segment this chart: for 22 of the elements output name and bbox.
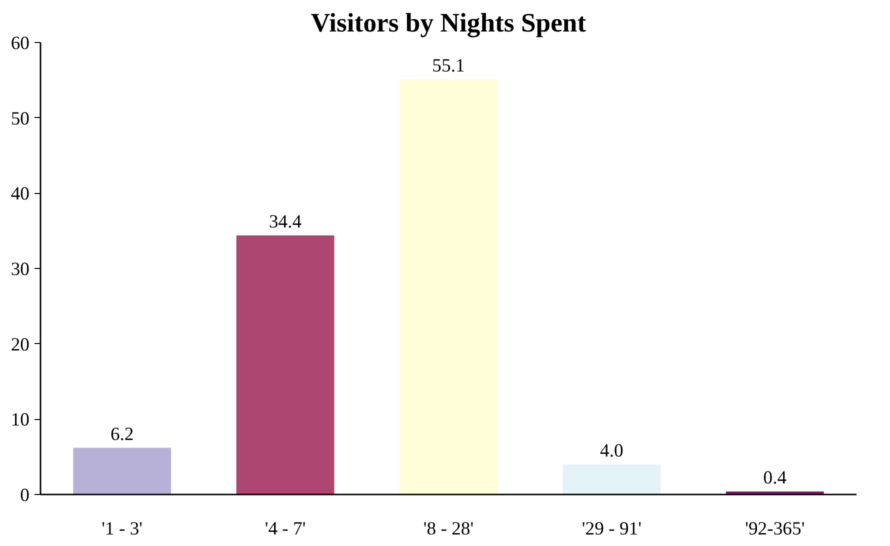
y-tick-label: 20 <box>10 334 30 356</box>
x-tick-label: '4 - 7' <box>264 518 306 540</box>
y-tick-label: 10 <box>10 410 30 431</box>
data-label: 4.0 <box>600 440 624 462</box>
y-tick-label: 40 <box>10 184 30 205</box>
x-tick-label: '1 - 3' <box>102 518 143 540</box>
data-label: 55.1 <box>432 55 465 76</box>
data-label: 6.2 <box>110 424 134 445</box>
y-tick-label: 60 <box>10 33 30 54</box>
bar <box>400 79 498 494</box>
chart-title: Visitors by Nights Spent <box>310 8 586 38</box>
data-label: 34.4 <box>268 211 302 232</box>
x-tick-label: '29 - 91' <box>582 518 642 540</box>
x-tick-label: '8 - 28' <box>423 518 474 540</box>
y-tick-label: 0 <box>20 485 30 506</box>
bar <box>73 448 172 494</box>
y-tick-label: 30 <box>10 259 30 280</box>
bar <box>562 464 661 494</box>
x-tick-label: '92-365' <box>745 518 805 540</box>
y-tick-label: 50 <box>10 108 30 130</box>
bar <box>236 235 334 494</box>
data-label: 0.4 <box>763 467 788 488</box>
